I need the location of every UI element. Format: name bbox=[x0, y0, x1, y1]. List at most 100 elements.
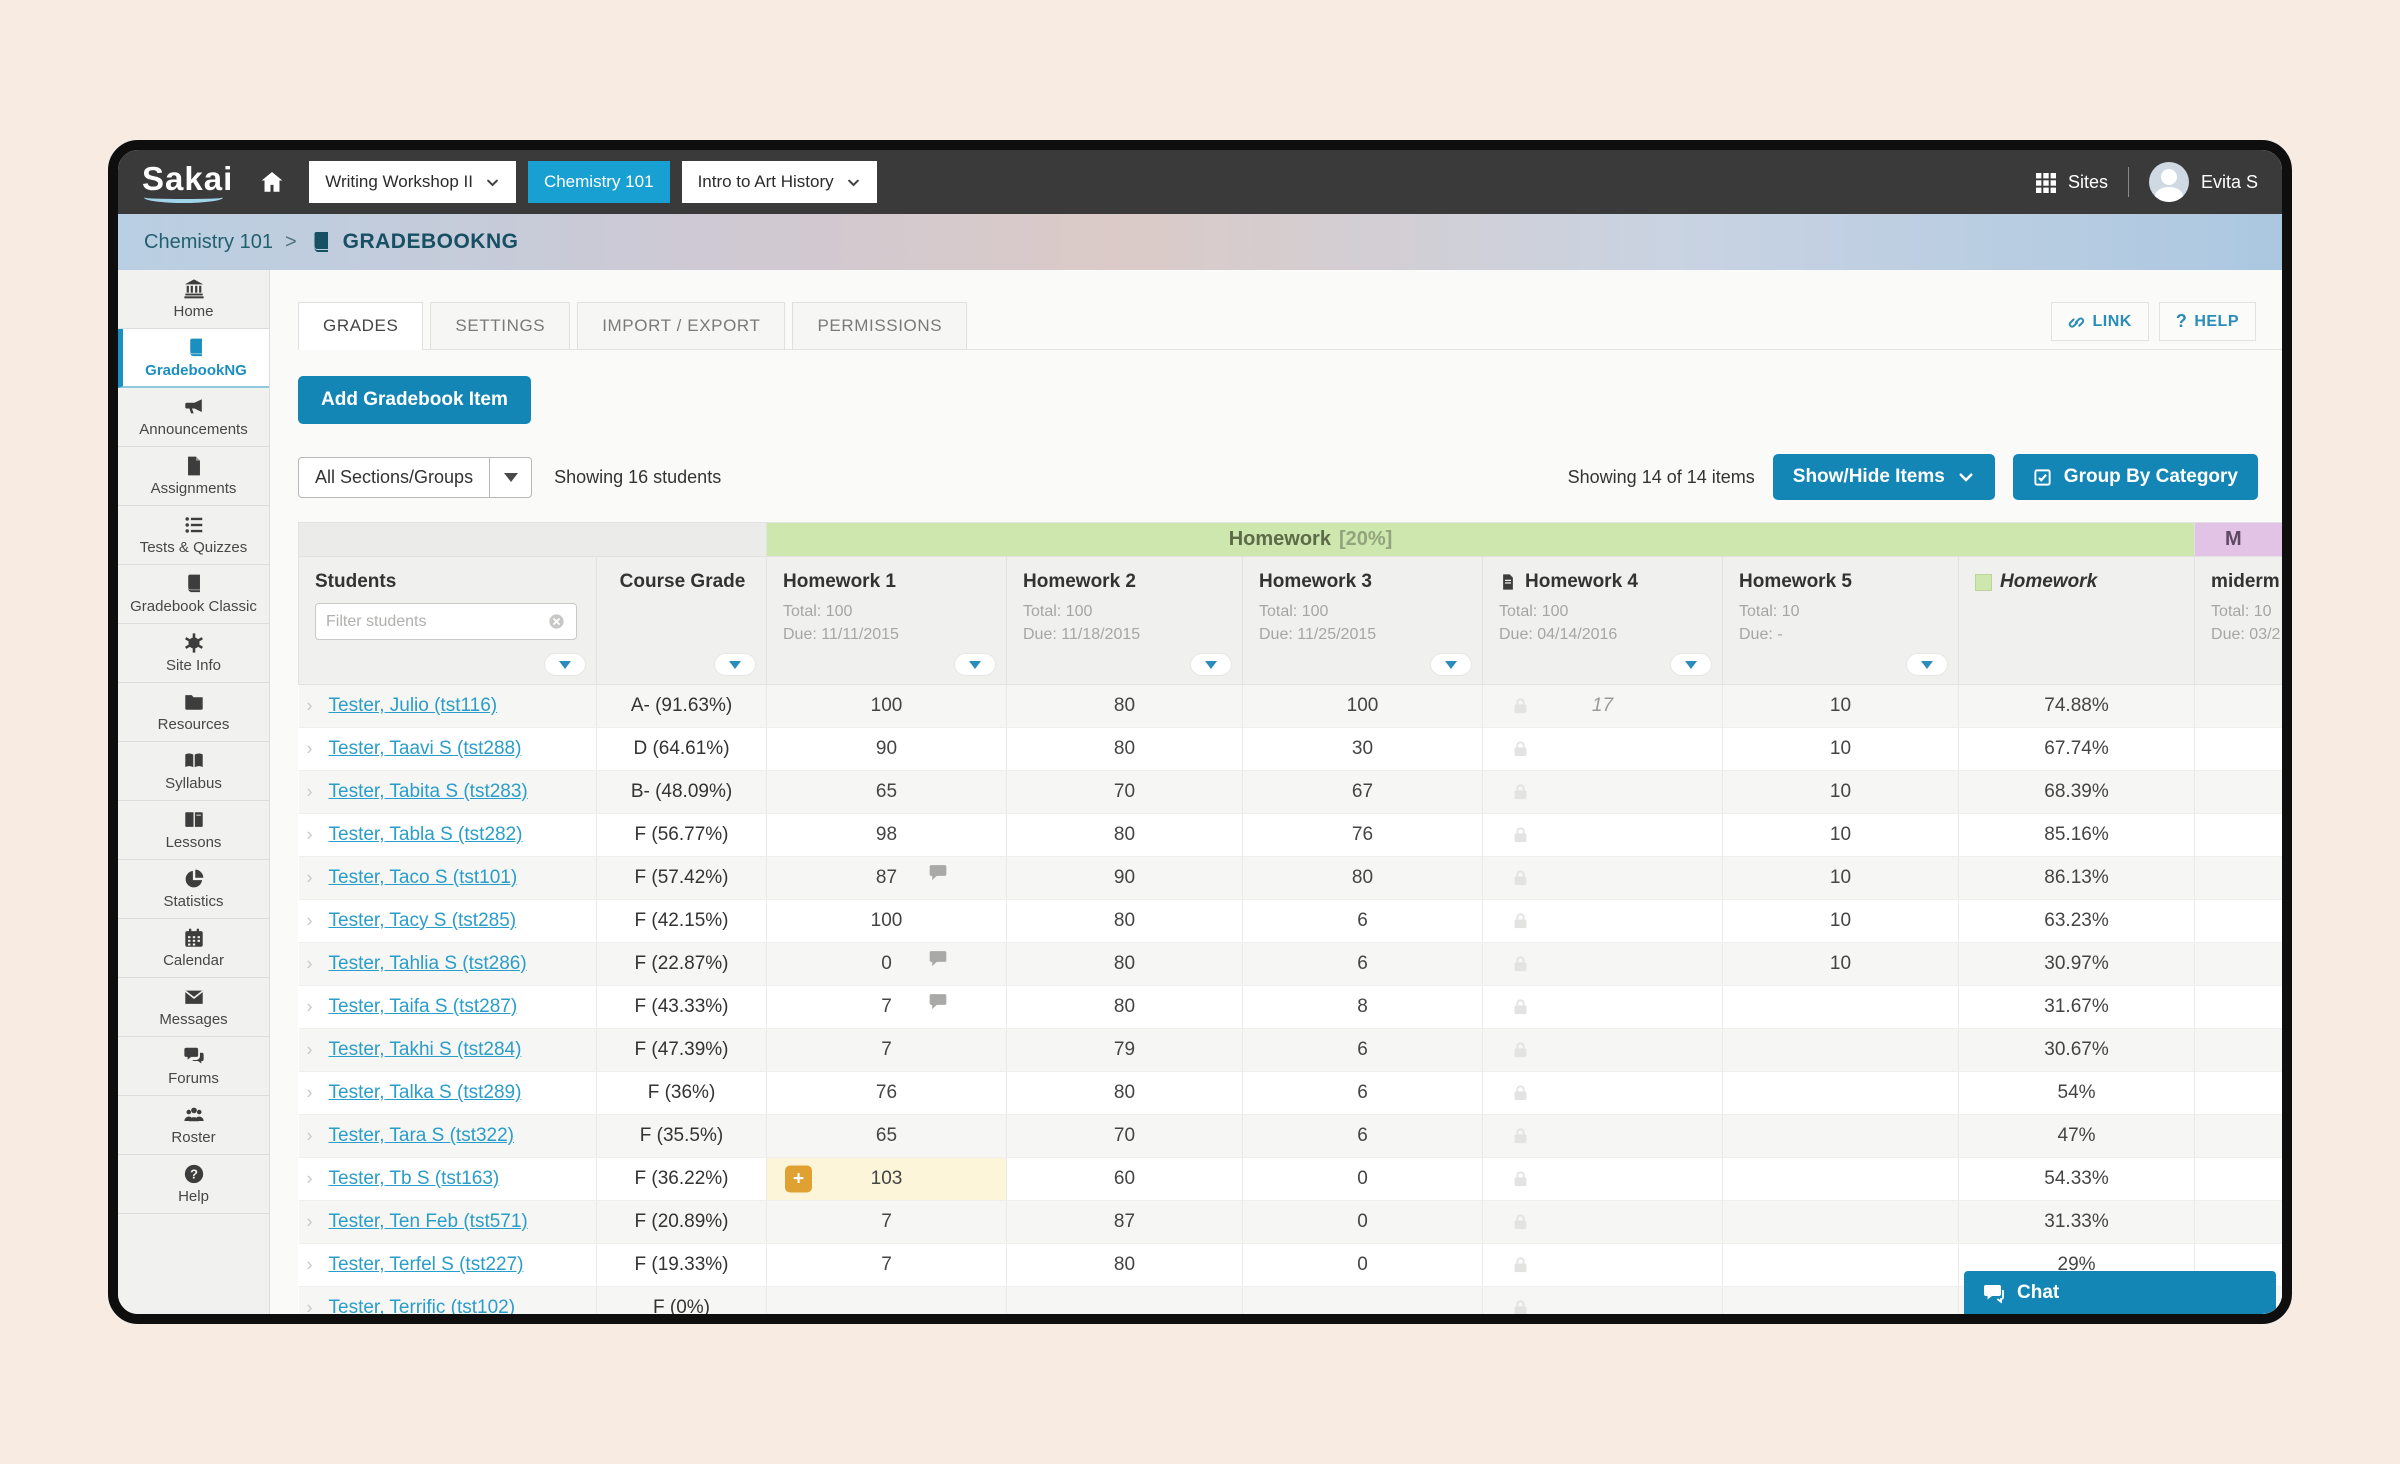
grade-cell-hw1[interactable]: 7 bbox=[766, 1200, 1007, 1244]
grade-cell-hw2[interactable]: 87 bbox=[1006, 1200, 1243, 1244]
grade-cell-hw5[interactable] bbox=[1722, 1243, 1959, 1287]
row-expander-icon[interactable]: › bbox=[306, 1125, 313, 1146]
sidebar-item-site-info[interactable]: Site Info bbox=[118, 624, 269, 683]
grade-cell-hw5[interactable] bbox=[1722, 1028, 1959, 1072]
row-expander-icon[interactable]: › bbox=[306, 1039, 313, 1060]
grade-cell-hw1[interactable]: 100 bbox=[766, 684, 1007, 728]
sidebar-item-syllabus[interactable]: Syllabus bbox=[118, 742, 269, 801]
breadcrumb-site[interactable]: Chemistry 101 bbox=[144, 230, 273, 253]
add-gradebook-item-button[interactable]: Add Gradebook Item bbox=[298, 376, 531, 424]
student-link[interactable]: Tester, Talka S (tst289) bbox=[328, 1082, 522, 1103]
grade-cell-hw1[interactable]: 100 bbox=[766, 899, 1007, 943]
student-link[interactable]: Tester, Julio (tst116) bbox=[328, 695, 498, 716]
column-menu-button[interactable] bbox=[1430, 653, 1472, 676]
grade-cell-hw2[interactable]: 80 bbox=[1006, 985, 1243, 1029]
column-menu-button[interactable] bbox=[954, 653, 996, 676]
grade-cell-hw3[interactable] bbox=[1242, 1286, 1483, 1314]
site-tab-intro-to-art-history[interactable]: Intro to Art History bbox=[681, 161, 877, 203]
tab-settings[interactable]: SETTINGS bbox=[430, 302, 571, 349]
student-link[interactable]: Tester, Tara S (tst322) bbox=[328, 1125, 515, 1146]
sidebar-item-gradebook-classic[interactable]: Gradebook Classic bbox=[118, 565, 269, 624]
grade-cell-midterm[interactable] bbox=[2194, 1028, 2282, 1072]
grade-cell-hw5[interactable]: 10 bbox=[1722, 770, 1959, 814]
grade-cell-hw2[interactable]: 80 bbox=[1006, 684, 1243, 728]
grade-cell-hw5[interactable]: 10 bbox=[1722, 684, 1959, 728]
grade-cell-midterm[interactable] bbox=[2194, 1071, 2282, 1115]
sidebar-item-roster[interactable]: Roster bbox=[118, 1096, 269, 1155]
sidebar-item-lessons[interactable]: Lessons bbox=[118, 801, 269, 860]
row-expander-icon[interactable]: › bbox=[306, 910, 313, 931]
help-button[interactable]: ? HELP bbox=[2158, 302, 2256, 341]
grade-cell-hw5[interactable]: 10 bbox=[1722, 942, 1959, 986]
grade-cell-hw3[interactable]: 67 bbox=[1242, 770, 1483, 814]
grade-cell-hw1[interactable]: +103 bbox=[766, 1157, 1007, 1201]
grade-cell-hw5[interactable] bbox=[1722, 1114, 1959, 1158]
user-name[interactable]: Evita S bbox=[2200, 171, 2258, 192]
grade-cell-hw3[interactable]: 0 bbox=[1242, 1200, 1483, 1244]
grade-cell-hw3[interactable]: 0 bbox=[1242, 1243, 1483, 1287]
row-expander-icon[interactable]: › bbox=[306, 867, 313, 888]
row-expander-icon[interactable]: › bbox=[306, 1168, 313, 1189]
student-link[interactable]: Tester, Taco S (tst101) bbox=[328, 867, 518, 888]
grade-cell-hw1[interactable]: 87 bbox=[766, 856, 1007, 900]
grade-cell-midterm[interactable] bbox=[2194, 856, 2282, 900]
grade-cell-hw3[interactable]: 6 bbox=[1242, 1028, 1483, 1072]
sidebar-item-gradebookng[interactable]: GradebookNG bbox=[118, 329, 269, 388]
grade-cell-hw2[interactable]: 80 bbox=[1006, 942, 1243, 986]
column-menu-button[interactable] bbox=[1906, 653, 1948, 676]
row-expander-icon[interactable]: › bbox=[306, 738, 313, 759]
student-link[interactable]: Tester, Takhi S (tst284) bbox=[328, 1039, 522, 1060]
grade-cell-midterm[interactable] bbox=[2194, 1157, 2282, 1201]
grade-cell-hw1[interactable]: 7 bbox=[766, 1028, 1007, 1072]
student-link[interactable]: Tester, Tabita S (tst283) bbox=[328, 781, 528, 802]
link-button[interactable]: LINK bbox=[2050, 302, 2149, 341]
grade-cell-hw3[interactable]: 100 bbox=[1242, 684, 1483, 728]
site-tab-chemistry-101[interactable]: Chemistry 101 bbox=[527, 161, 670, 203]
student-link[interactable]: Tester, Tb S (tst163) bbox=[328, 1168, 500, 1189]
sidebar-item-calendar[interactable]: Calendar bbox=[118, 919, 269, 978]
tab-grades[interactable]: GRADES bbox=[298, 302, 424, 350]
grade-cell-hw5[interactable]: 10 bbox=[1722, 856, 1959, 900]
sidebar-item-assignments[interactable]: Assignments bbox=[118, 447, 269, 506]
grade-cell-midterm[interactable] bbox=[2194, 770, 2282, 814]
grade-cell-hw5[interactable] bbox=[1722, 1286, 1959, 1314]
grade-cell-midterm[interactable] bbox=[2194, 1200, 2282, 1244]
grade-cell-hw2[interactable]: 79 bbox=[1006, 1028, 1243, 1072]
grade-cell-hw1[interactable] bbox=[766, 1286, 1007, 1314]
grade-cell-hw5[interactable] bbox=[1722, 1157, 1959, 1201]
grade-cell-hw3[interactable]: 6 bbox=[1242, 1071, 1483, 1115]
student-link[interactable]: Tester, Tacy S (tst285) bbox=[328, 910, 517, 931]
grade-cell-hw3[interactable]: 8 bbox=[1242, 985, 1483, 1029]
grade-cell-hw3[interactable]: 76 bbox=[1242, 813, 1483, 857]
grade-cell-hw5[interactable]: 10 bbox=[1722, 899, 1959, 943]
avatar[interactable] bbox=[2148, 162, 2189, 202]
comment-icon[interactable] bbox=[928, 949, 948, 969]
grade-cell-midterm[interactable] bbox=[2194, 1114, 2282, 1158]
grade-cell-hw2[interactable]: 70 bbox=[1006, 1114, 1243, 1158]
student-link[interactable]: Tester, Terfel S (tst227) bbox=[328, 1254, 524, 1275]
student-filter-input[interactable] bbox=[326, 612, 547, 631]
column-menu-button[interactable] bbox=[714, 653, 756, 676]
tab-import-export[interactable]: IMPORT / EXPORT bbox=[577, 302, 786, 349]
sites-button[interactable]: Sites bbox=[2034, 170, 2108, 194]
student-link[interactable]: Tester, Ten Feb (tst571) bbox=[328, 1211, 528, 1232]
grade-cell-midterm[interactable] bbox=[2194, 813, 2282, 857]
grade-cell-hw1[interactable]: 0 bbox=[766, 942, 1007, 986]
column-menu-button[interactable] bbox=[544, 653, 586, 676]
group-by-category-button[interactable]: Group By Category bbox=[2012, 454, 2258, 500]
student-link[interactable]: Tester, Taavi S (tst288) bbox=[328, 738, 522, 759]
sidebar-item-help[interactable]: ? Help bbox=[118, 1155, 269, 1214]
grade-cell-hw2[interactable]: 80 bbox=[1006, 727, 1243, 771]
row-expander-icon[interactable]: › bbox=[306, 1254, 313, 1275]
grade-cell-hw2[interactable]: 90 bbox=[1006, 856, 1243, 900]
grade-cell-hw3[interactable]: 6 bbox=[1242, 942, 1483, 986]
grade-cell-hw5[interactable]: 10 bbox=[1722, 813, 1959, 857]
grade-cell-hw3[interactable]: 80 bbox=[1242, 856, 1483, 900]
grade-cell-hw5[interactable] bbox=[1722, 1071, 1959, 1115]
sidebar-item-announcements[interactable]: Announcements bbox=[118, 388, 269, 447]
comment-icon[interactable] bbox=[928, 992, 948, 1012]
student-link[interactable]: Tester, Taifa S (tst287) bbox=[328, 996, 518, 1017]
show-hide-items-button[interactable]: Show/Hide Items bbox=[1772, 454, 1995, 500]
sidebar-item-messages[interactable]: Messages bbox=[118, 978, 269, 1037]
grade-cell-hw2[interactable]: 70 bbox=[1006, 770, 1243, 814]
